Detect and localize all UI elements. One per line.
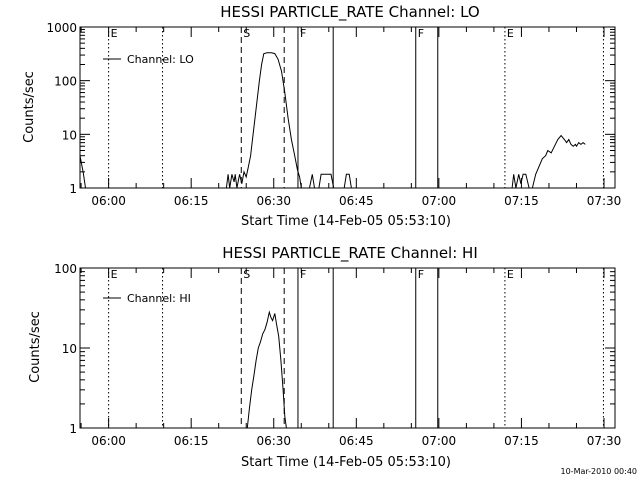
panel-lo-xtick-label: 07:30 xyxy=(587,194,622,208)
panel-hi-event-label: E xyxy=(111,268,118,281)
panel-hi-event-label: F xyxy=(418,268,424,281)
panel-hi-xlabel: Start Time (14-Feb-05 05:53:10) xyxy=(241,455,451,470)
panel-lo-frame xyxy=(79,26,616,189)
panel-hi-xtick-label: 07:30 xyxy=(587,434,622,448)
panel-hi-ytick-label: 100 xyxy=(54,262,77,276)
panel-hi-event-label: E xyxy=(507,268,514,281)
panel-hi-xtick-label: 07:15 xyxy=(504,434,539,448)
panel-hi-xtick-label: 07:00 xyxy=(422,434,457,448)
panel-hi-plot-area: 1 10 100 06:00 06:15 06:30 06:45 07:00 07:15 07:3… xyxy=(54,262,621,448)
panel-lo-event-label: E xyxy=(111,27,118,40)
panel-hi-legend-label: Channel: HI xyxy=(127,292,191,305)
panel-hi-ylabel: Counts/sec xyxy=(28,311,43,383)
panel-hi-event-label: S xyxy=(243,268,250,281)
panel-hi-xtick-label: 06:45 xyxy=(339,434,374,448)
panel-lo-xtick-label: 07:15 xyxy=(504,194,539,208)
panel-lo-ytick-label: 1000 xyxy=(46,21,77,35)
panel-lo-ytick-label: 1 xyxy=(69,182,77,196)
panel-hi-title: HESSI PARTICLE_RATE Channel: HI xyxy=(222,244,478,263)
panel-hi-xtick-label: 06:30 xyxy=(256,434,291,448)
panel-hi-event-label: F xyxy=(300,268,306,281)
panel-lo: HESSI PARTICLE_RATE Channel: LO Start Ti… xyxy=(22,3,621,229)
panel-hi-xtick-label: 06:00 xyxy=(91,434,126,448)
panel-hi-ytick-label: 1 xyxy=(69,422,77,436)
panel-lo-plot-area: 1 10 100 1000 06:00 06:15 06:30 06:45 07:00 07:15… xyxy=(46,21,621,208)
panel-lo-event-label: F xyxy=(418,27,424,40)
panel-lo-xtick-label: 06:15 xyxy=(174,194,209,208)
panel-lo-xtick-label: 06:00 xyxy=(91,194,126,208)
panel-lo-legend-label: Channel: LO xyxy=(127,53,194,66)
panel-lo-event-label: F xyxy=(300,27,306,40)
panel-lo-xtick-label: 06:45 xyxy=(339,194,374,208)
panel-lo-xlabel: Start Time (14-Feb-05 05:53:10) xyxy=(241,214,451,229)
panel-lo-ylabel: Counts/sec xyxy=(22,71,37,143)
panel-lo-ytick-label: 100 xyxy=(54,75,77,89)
panel-lo-title: HESSI PARTICLE_RATE Channel: LO xyxy=(220,3,479,22)
panel-lo-xtick-label: 06:30 xyxy=(256,194,291,208)
panel-hi: HESSI PARTICLE_RATE Channel: HI Start Ti… xyxy=(28,244,621,470)
footer-timestamp: 10-Mar-2010 00:40 xyxy=(561,467,638,476)
panel-lo-xtick-label: 07:00 xyxy=(422,194,457,208)
panel-hi-series-line xyxy=(246,310,287,429)
panel-lo-event-label: E xyxy=(507,27,514,40)
panel-hi-xtick-label: 06:15 xyxy=(174,434,209,448)
panel-lo-series-line xyxy=(79,52,586,189)
panel-lo-ytick-label: 10 xyxy=(62,128,77,142)
panel-lo-event-label: S xyxy=(243,27,250,40)
panel-hi-ytick-label: 10 xyxy=(62,342,77,356)
